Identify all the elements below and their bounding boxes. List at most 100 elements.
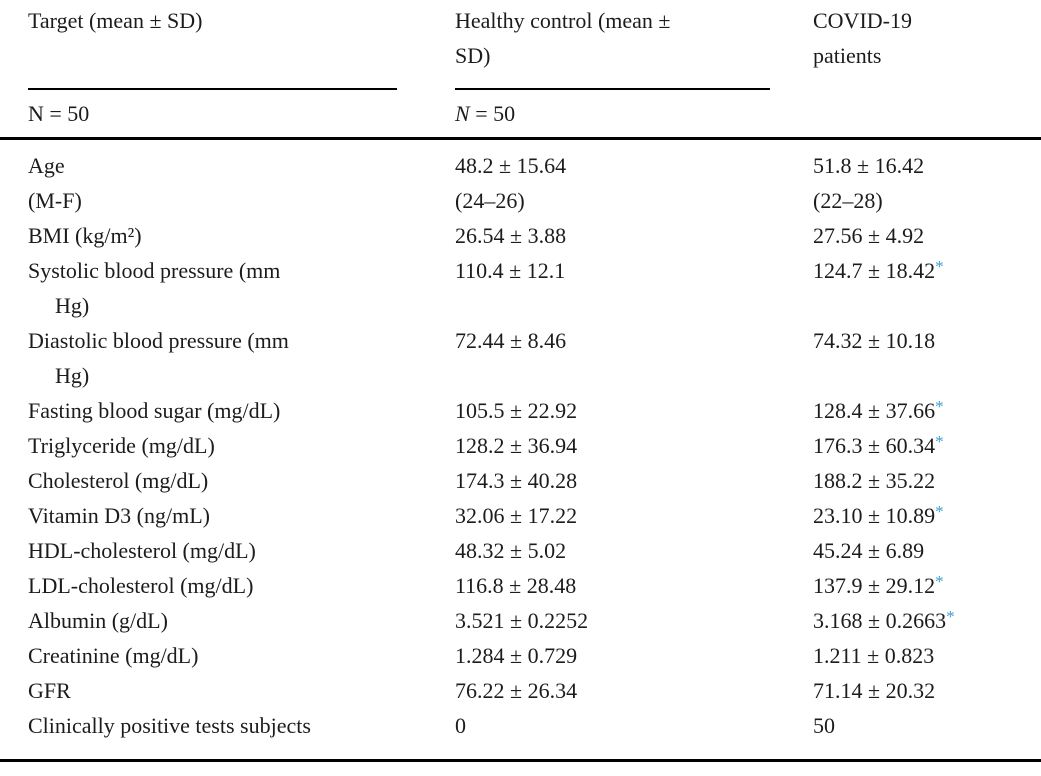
row-label-line: Triglyceride (mg/dL) bbox=[28, 433, 215, 458]
row-label-line: Albumin (g/dL) bbox=[28, 608, 168, 633]
row-label-line: Age bbox=[28, 153, 65, 178]
row-label-line: Clinically positive tests subjects bbox=[28, 713, 311, 738]
row-label-cell: GFR bbox=[28, 673, 455, 708]
row-label-cell: Albumin (g/dL) bbox=[28, 603, 455, 638]
healthy-value: 48.32 ± 5.02 bbox=[455, 538, 567, 563]
significance-asterisk: * bbox=[935, 502, 944, 521]
covid-value: 50 bbox=[813, 713, 835, 738]
significance-asterisk: * bbox=[935, 432, 944, 451]
row-label-line: GFR bbox=[28, 678, 71, 703]
row-healthy-cell: 174.3 ± 40.28 bbox=[455, 463, 813, 498]
row-healthy-cell: 48.2 ± 15.64 bbox=[455, 148, 813, 183]
row-label-line: Systolic blood pressure (mm bbox=[28, 258, 281, 283]
covid-value: 176.3 ± 60.34 bbox=[813, 433, 936, 458]
healthy-value: 0 bbox=[455, 713, 466, 738]
header-title-line: Healthy control (mean ± bbox=[455, 8, 671, 33]
healthy-value: 48.2 ± 15.64 bbox=[455, 153, 567, 178]
row-covid-cell: (22–28) bbox=[813, 183, 1041, 218]
healthy-value: 1.284 ± 0.729 bbox=[455, 643, 578, 668]
row-label-cell: Diastolic blood pressure (mm Hg) bbox=[28, 323, 455, 393]
row-label-line: HDL-cholesterol (mg/dL) bbox=[28, 538, 256, 563]
significance-asterisk: * bbox=[946, 607, 955, 626]
table-header: Target (mean ± SD) N = 50 Healthy contro… bbox=[0, 0, 1041, 137]
healthy-value: 3.521 ± 0.2252 bbox=[455, 608, 589, 633]
covid-value: 137.9 ± 29.12 bbox=[813, 573, 936, 598]
header-heavy-rule bbox=[0, 137, 1041, 140]
row-healthy-cell: 128.2 ± 36.94 bbox=[455, 428, 813, 463]
row-label-line: Creatinine (mg/dL) bbox=[28, 643, 199, 668]
healthy-value: (24–26) bbox=[455, 188, 525, 213]
row-healthy-cell: 0 bbox=[455, 708, 813, 743]
header-col-target: Target (mean ± SD) N = 50 bbox=[28, 0, 455, 131]
row-covid-cell: 51.8 ± 16.42 bbox=[813, 148, 1041, 183]
bottom-heavy-rule bbox=[0, 759, 1041, 762]
covid-value: 124.7 ± 18.42 bbox=[813, 258, 936, 283]
table-body: Age 48.2 ± 15.64 51.8 ± 16.42 (M-F) (24–… bbox=[0, 140, 1041, 759]
header-subrule-target bbox=[28, 88, 397, 90]
healthy-value: 116.8 ± 28.48 bbox=[455, 573, 577, 598]
row-healthy-cell: 1.284 ± 0.729 bbox=[455, 638, 813, 673]
row-covid-cell: 1.211 ± 0.823 bbox=[813, 638, 1041, 673]
covid-value: 188.2 ± 35.22 bbox=[813, 468, 936, 493]
covid-value: 27.56 ± 4.92 bbox=[813, 223, 925, 248]
header-title-line: SD) bbox=[455, 43, 491, 68]
row-covid-cell: 74.32 ± 10.18 bbox=[813, 323, 1041, 358]
row-covid-cell: 3.168 ± 0.2663* bbox=[813, 603, 1041, 638]
row-label-line: BMI (kg/m²) bbox=[28, 223, 142, 248]
n-value: = 50 bbox=[43, 101, 90, 126]
healthy-value: 72.44 ± 8.46 bbox=[455, 328, 567, 353]
row-label-line: Hg) bbox=[55, 363, 90, 388]
covid-value: (22–28) bbox=[813, 188, 883, 213]
header-subrule-healthy bbox=[455, 88, 770, 90]
n-value: = 50 bbox=[469, 101, 516, 126]
significance-asterisk: * bbox=[935, 572, 944, 591]
header-n-target: N = 50 bbox=[28, 90, 455, 131]
row-label-cell: Triglyceride (mg/dL) bbox=[28, 428, 455, 463]
header-title-line: COVID-19 bbox=[813, 8, 912, 33]
healthy-value: 76.22 ± 26.34 bbox=[455, 678, 578, 703]
row-covid-cell: 176.3 ± 60.34* bbox=[813, 428, 1041, 463]
row-label-cell: Fasting blood sugar (mg/dL) bbox=[28, 393, 455, 428]
healthy-value: 105.5 ± 22.92 bbox=[455, 398, 578, 423]
row-healthy-cell: (24–26) bbox=[455, 183, 813, 218]
row-covid-cell: 137.9 ± 29.12* bbox=[813, 568, 1041, 603]
covid-value: 74.32 ± 10.18 bbox=[813, 328, 936, 353]
row-label-cell: Age bbox=[28, 148, 455, 183]
covid-value: 23.10 ± 10.89 bbox=[813, 503, 936, 528]
row-label-cell: LDL-cholesterol (mg/dL) bbox=[28, 568, 455, 603]
row-label-line: (M-F) bbox=[28, 188, 82, 213]
row-covid-cell: 23.10 ± 10.89* bbox=[813, 498, 1041, 533]
header-title-line: Target (mean ± SD) bbox=[28, 8, 203, 33]
row-covid-cell: 128.4 ± 37.66* bbox=[813, 393, 1041, 428]
row-healthy-cell: 26.54 ± 3.88 bbox=[455, 218, 813, 253]
row-covid-cell: 27.56 ± 4.92 bbox=[813, 218, 1041, 253]
healthy-value: 110.4 ± 12.1 bbox=[455, 258, 566, 283]
covid-value: 45.24 ± 6.89 bbox=[813, 538, 925, 563]
covid-value: 3.168 ± 0.2663 bbox=[813, 608, 947, 633]
header-title-line: patients bbox=[813, 43, 882, 68]
row-healthy-cell: 72.44 ± 8.46 bbox=[455, 323, 813, 358]
row-healthy-cell: 76.22 ± 26.34 bbox=[455, 673, 813, 708]
significance-asterisk: * bbox=[935, 257, 944, 276]
covid-value: 71.14 ± 20.32 bbox=[813, 678, 936, 703]
row-label-line: Diastolic blood pressure (mm bbox=[28, 328, 289, 353]
covid-value: 1.211 ± 0.823 bbox=[813, 643, 935, 668]
significance-asterisk: * bbox=[935, 397, 944, 416]
row-label-cell: (M-F) bbox=[28, 183, 455, 218]
row-healthy-cell: 110.4 ± 12.1 bbox=[455, 253, 813, 288]
row-label-cell: Systolic blood pressure (mm Hg) bbox=[28, 253, 455, 323]
row-covid-cell: 124.7 ± 18.42* bbox=[813, 253, 1041, 288]
header-title-healthy: Healthy control (mean ± SD) bbox=[455, 0, 813, 88]
row-covid-cell: 188.2 ± 35.22 bbox=[813, 463, 1041, 498]
row-label-line: Fasting blood sugar (mg/dL) bbox=[28, 398, 281, 423]
healthy-value: 174.3 ± 40.28 bbox=[455, 468, 578, 493]
n-label: N bbox=[28, 101, 44, 126]
row-healthy-cell: 116.8 ± 28.48 bbox=[455, 568, 813, 603]
covid-value: 128.4 ± 37.66 bbox=[813, 398, 936, 423]
row-covid-cell: 50 bbox=[813, 708, 1041, 743]
healthy-value: 32.06 ± 17.22 bbox=[455, 503, 578, 528]
row-healthy-cell: 3.521 ± 0.2252 bbox=[455, 603, 813, 638]
row-label-line: Vitamin D3 (ng/mL) bbox=[28, 503, 210, 528]
row-label-cell: Creatinine (mg/dL) bbox=[28, 638, 455, 673]
